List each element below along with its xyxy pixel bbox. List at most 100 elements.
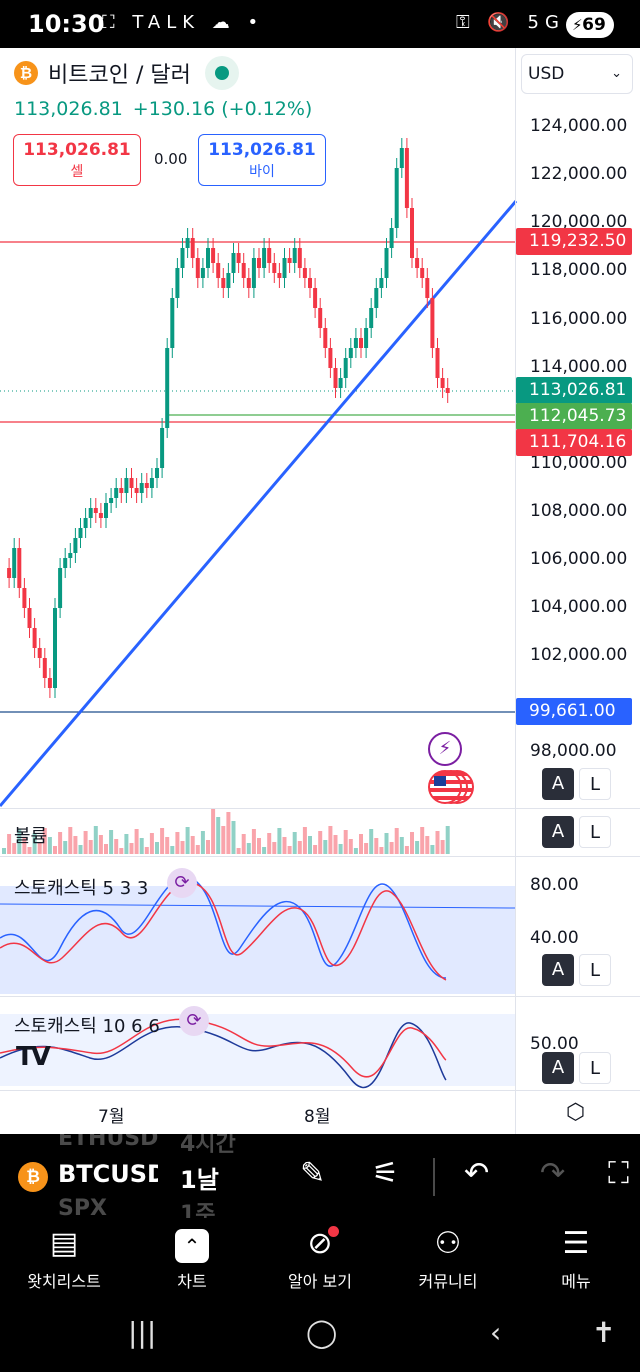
- candle-body: [170, 298, 175, 348]
- volume-bar: [399, 837, 404, 854]
- nav-community[interactable]: ⚇ 커뮤니티: [384, 1224, 512, 1292]
- resistance-price-tag[interactable]: 119,232.50: [516, 228, 632, 255]
- back-icon[interactable]: ‹: [490, 1316, 502, 1349]
- stochastic-1-k-line: [0, 876, 447, 979]
- candle-body: [251, 258, 256, 288]
- chart-settings-icon[interactable]: ⬡: [566, 1100, 586, 1125]
- volume-bar: [277, 828, 282, 854]
- candle-body: [308, 278, 312, 288]
- symbol-header[interactable]: ₿ 비트코인 / 달러: [14, 56, 239, 90]
- price-tick: 98,000.00: [530, 741, 617, 761]
- auto-scale-button[interactable]: A: [542, 954, 574, 986]
- system-navigation-bar: ||| ◯ ‹ ✝: [0, 1300, 640, 1372]
- refresh-icon[interactable]: ⟳: [179, 1006, 209, 1036]
- volume-bar: [206, 840, 210, 854]
- pane-separator[interactable]: [0, 856, 640, 857]
- nav-watchlist[interactable]: ▤ 왓치리스트: [0, 1224, 128, 1292]
- volume-bar: [384, 833, 389, 854]
- volume-bar: [262, 847, 267, 854]
- volume-bar: [323, 840, 328, 854]
- volume-bar: [236, 848, 241, 854]
- log-scale-button[interactable]: L: [579, 1052, 611, 1084]
- nav-menu[interactable]: ☰ 메뉴: [512, 1224, 640, 1292]
- candle-body: [160, 428, 165, 468]
- nav-explore[interactable]: ⊘ 알아 보기: [256, 1224, 384, 1292]
- undo-icon[interactable]: ↶: [464, 1156, 490, 1191]
- volume-bar: [435, 831, 440, 854]
- candle-body: [175, 268, 180, 298]
- pane-separator: [0, 1090, 640, 1091]
- lightning-event-icon[interactable]: ⚡: [428, 732, 462, 766]
- candle-body: [211, 248, 216, 263]
- low-line-price-tag[interactable]: 99,661.00: [516, 698, 632, 725]
- volume-bar: [2, 848, 6, 854]
- stochastic-tick: 80.00: [530, 875, 579, 895]
- drawing-pen-icon[interactable]: ✎: [300, 1156, 326, 1191]
- volume-bar: [338, 844, 343, 854]
- sell-button[interactable]: 113,026.81 셀: [13, 134, 141, 186]
- candle-body: [185, 238, 190, 248]
- candle-body: [394, 168, 399, 228]
- stochastic-2-title[interactable]: 스토캐스틱 10 6 6: [14, 1016, 160, 1037]
- price-tick: 124,000.00: [530, 116, 628, 136]
- community-icon: ⚇: [434, 1226, 462, 1261]
- volume-bar: [160, 828, 165, 854]
- volume-bar: [134, 829, 139, 854]
- support-green-price-tag[interactable]: 112,045.73: [516, 403, 632, 430]
- volume-bar: [68, 827, 73, 854]
- candle-body: [420, 268, 425, 278]
- redo-icon[interactable]: ↷: [540, 1156, 566, 1191]
- candle-body: [7, 568, 12, 578]
- candle-body: [165, 348, 170, 428]
- buy-button[interactable]: 113,026.81 바이: [198, 134, 326, 186]
- volume-pane-title[interactable]: 볼륨: [14, 826, 48, 847]
- log-scale-button[interactable]: L: [579, 816, 611, 848]
- indicator-settings-icon[interactable]: ⚟: [372, 1156, 399, 1191]
- log-scale-button[interactable]: L: [579, 954, 611, 986]
- support-red-price-tag[interactable]: 111,704.16: [516, 429, 632, 456]
- pane-separator[interactable]: [0, 996, 640, 997]
- interval-picker[interactable]: 1날: [180, 1166, 219, 1194]
- pane-separator[interactable]: [0, 808, 640, 809]
- candle-body: [241, 263, 246, 278]
- price-tick: 104,000.00: [530, 597, 628, 617]
- nav-chart[interactable]: ⌃ 차트: [128, 1224, 256, 1292]
- market-status-indicator[interactable]: [204, 56, 239, 90]
- auto-scale-button[interactable]: A: [542, 816, 574, 848]
- symbol-picker[interactable]: BTCUSD: [58, 1160, 158, 1188]
- last-price: 113,026.81: [14, 98, 123, 120]
- auto-scale-button[interactable]: A: [542, 768, 574, 800]
- refresh-icon[interactable]: ⟳: [167, 868, 197, 898]
- trendline: [0, 200, 518, 807]
- recent-apps-icon[interactable]: |||: [128, 1316, 157, 1349]
- candle-body: [226, 273, 231, 288]
- volume-bar: [195, 845, 200, 854]
- volume-bar: [404, 846, 409, 854]
- chevron-down-icon: ⌄: [611, 66, 622, 81]
- volume-bar: [165, 837, 170, 854]
- price-axis-separator: [515, 48, 516, 1134]
- chart-area[interactable]: ₿ 비트코인 / 달러 113,026.81 +130.16 (+0.12%) U…: [0, 48, 640, 1134]
- log-scale-button[interactable]: L: [579, 768, 611, 800]
- stochastic-1-title[interactable]: 스토캐스틱 5 3 3: [14, 878, 149, 899]
- volume-bar: [155, 842, 159, 854]
- sell-label: 셀: [70, 164, 84, 180]
- candle-body: [277, 273, 282, 278]
- auto-scale-button[interactable]: A: [542, 1052, 574, 1084]
- chart-canvas[interactable]: [0, 48, 640, 1134]
- fullscreen-icon[interactable]: ⛶: [608, 1156, 629, 1191]
- candle-body: [27, 608, 32, 628]
- home-icon[interactable]: ◯: [306, 1316, 338, 1349]
- price-tick: 110,000.00: [530, 453, 628, 473]
- charging-bolt-icon: ⚡: [572, 16, 583, 34]
- candle-body: [200, 268, 205, 278]
- time-tick: 7월: [98, 1107, 125, 1127]
- accessibility-icon[interactable]: ✝: [592, 1316, 616, 1349]
- us-flag-event-icon[interactable]: [428, 770, 462, 804]
- currency-select[interactable]: USD ⌄: [521, 54, 633, 94]
- candle-body: [58, 568, 63, 608]
- candle-body: [93, 508, 98, 513]
- price-tick: 114,000.00: [530, 357, 628, 377]
- symbol-title[interactable]: 비트코인 / 달러: [48, 63, 191, 88]
- stochastic-2-k-line: [0, 1022, 447, 1089]
